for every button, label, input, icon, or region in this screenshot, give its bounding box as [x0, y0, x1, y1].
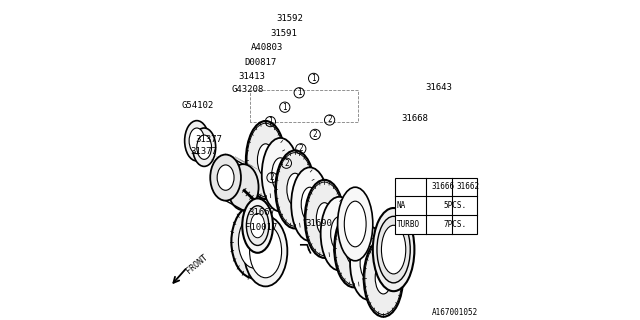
- Text: 2: 2: [451, 184, 455, 190]
- Ellipse shape: [335, 212, 372, 285]
- Ellipse shape: [331, 217, 348, 251]
- Ellipse shape: [301, 187, 318, 221]
- Ellipse shape: [257, 144, 274, 176]
- Ellipse shape: [189, 128, 205, 154]
- Text: 31591: 31591: [270, 29, 297, 38]
- Ellipse shape: [306, 182, 343, 256]
- Text: F10017: F10017: [245, 223, 277, 232]
- Text: G43208: G43208: [232, 85, 264, 94]
- Text: 31377: 31377: [195, 135, 222, 144]
- Ellipse shape: [275, 150, 315, 228]
- Ellipse shape: [262, 208, 269, 214]
- Text: TURBO: TURBO: [397, 220, 420, 228]
- Ellipse shape: [291, 167, 328, 241]
- Text: 7PCS.: 7PCS.: [443, 220, 467, 228]
- Text: 2: 2: [284, 159, 289, 168]
- Text: 31662: 31662: [456, 182, 480, 191]
- Ellipse shape: [210, 155, 241, 201]
- Ellipse shape: [193, 128, 216, 166]
- Ellipse shape: [372, 208, 415, 291]
- Text: G54102: G54102: [182, 101, 214, 110]
- Ellipse shape: [350, 226, 387, 300]
- Ellipse shape: [305, 180, 344, 258]
- Ellipse shape: [250, 225, 282, 278]
- Text: 31667: 31667: [248, 208, 275, 217]
- Ellipse shape: [251, 213, 265, 238]
- Ellipse shape: [247, 123, 284, 197]
- Text: A40803: A40803: [251, 43, 284, 52]
- Ellipse shape: [272, 158, 289, 192]
- Ellipse shape: [246, 206, 269, 245]
- Bar: [396, 178, 477, 234]
- Ellipse shape: [232, 205, 278, 278]
- Ellipse shape: [375, 261, 392, 294]
- Ellipse shape: [364, 239, 403, 317]
- Text: D00817: D00817: [245, 58, 277, 67]
- Ellipse shape: [228, 164, 259, 210]
- Text: NA: NA: [397, 201, 406, 210]
- Ellipse shape: [316, 203, 333, 235]
- Ellipse shape: [238, 215, 270, 268]
- Ellipse shape: [321, 197, 358, 270]
- Ellipse shape: [360, 246, 377, 280]
- Text: 1: 1: [268, 117, 273, 126]
- Text: 1: 1: [282, 103, 287, 112]
- Ellipse shape: [338, 187, 372, 261]
- Ellipse shape: [243, 198, 273, 253]
- Text: 2: 2: [327, 116, 332, 124]
- Ellipse shape: [197, 135, 211, 159]
- Text: 5PCS.: 5PCS.: [443, 201, 467, 210]
- Text: 31643: 31643: [426, 84, 452, 92]
- Ellipse shape: [381, 225, 406, 274]
- Ellipse shape: [185, 121, 209, 161]
- Ellipse shape: [262, 138, 299, 212]
- Text: 1: 1: [297, 88, 301, 97]
- Text: FRONT: FRONT: [185, 252, 210, 275]
- Ellipse shape: [276, 153, 314, 226]
- Text: 2: 2: [298, 144, 303, 153]
- Text: 31377: 31377: [191, 148, 217, 156]
- Text: 2: 2: [313, 130, 317, 139]
- Text: 31666: 31666: [431, 182, 454, 191]
- Text: 1: 1: [426, 184, 429, 190]
- Ellipse shape: [244, 216, 287, 286]
- Text: 31592: 31592: [277, 14, 303, 23]
- Ellipse shape: [334, 209, 374, 287]
- Ellipse shape: [346, 232, 362, 265]
- Text: 31690: 31690: [306, 220, 332, 228]
- Text: 1: 1: [311, 74, 316, 83]
- Text: 2: 2: [269, 173, 275, 182]
- Ellipse shape: [217, 165, 234, 190]
- Ellipse shape: [377, 216, 410, 283]
- Ellipse shape: [246, 121, 285, 199]
- Ellipse shape: [344, 201, 366, 247]
- Ellipse shape: [365, 241, 402, 315]
- Ellipse shape: [287, 173, 303, 206]
- Text: A167001052: A167001052: [432, 308, 479, 317]
- Text: 31413: 31413: [239, 72, 265, 81]
- Text: 31668: 31668: [402, 114, 428, 123]
